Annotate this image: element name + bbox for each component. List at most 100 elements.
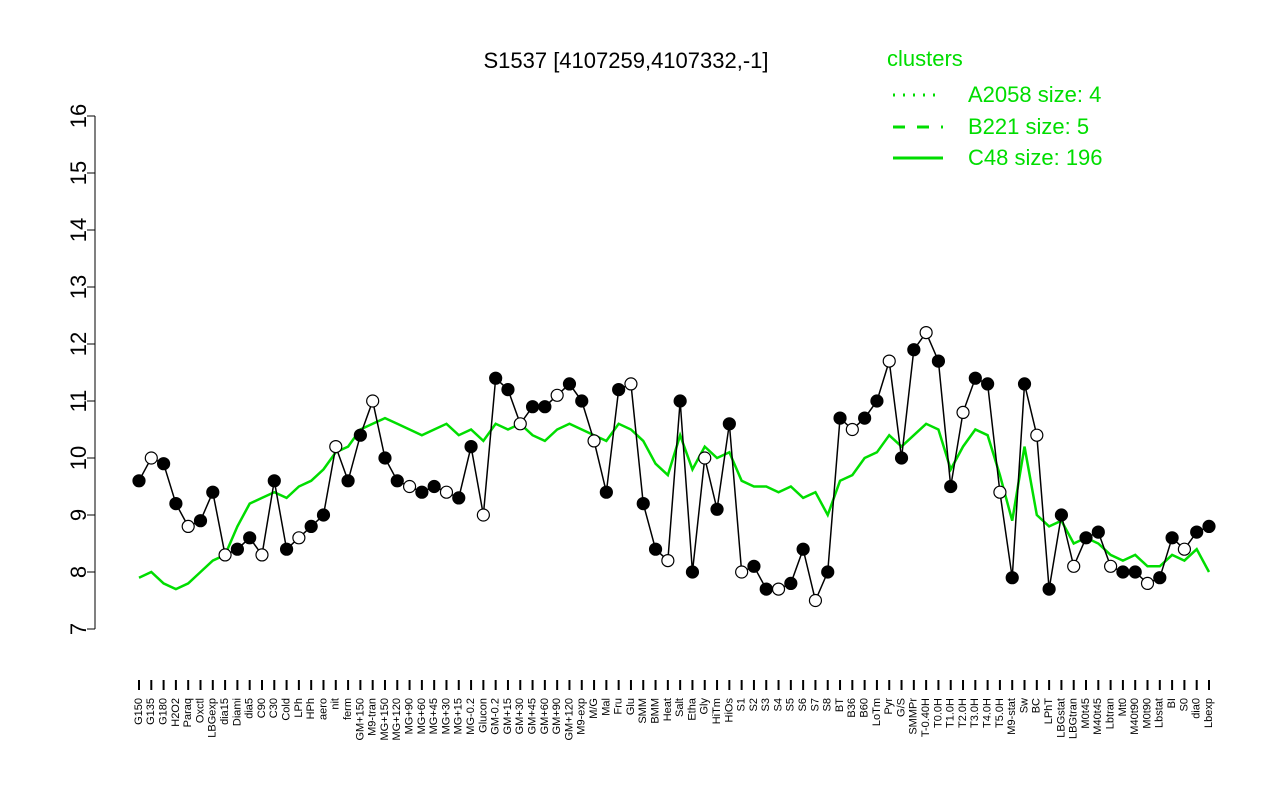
x-tick-label: GM+30 [514, 698, 526, 734]
x-tick-label: C30 [268, 698, 280, 718]
x-tick-label: T3.0H [969, 698, 981, 728]
x-tick-label: G150 [133, 698, 145, 725]
x-tick-label: T5.0H [994, 698, 1006, 728]
x-tick-label: GM+60 [539, 698, 551, 734]
x-tick-label: S3 [760, 698, 772, 711]
data-point [427, 479, 441, 494]
x-tick-label: M0t90 [1141, 698, 1153, 729]
data-point [845, 422, 859, 437]
x-tick-label: Mal [600, 698, 612, 716]
chart-title: S1537 [4107259,4107332,-1] [483, 48, 768, 73]
y-tick-label: 12 [66, 332, 91, 356]
data-point [255, 548, 269, 562]
data-point [1177, 542, 1192, 556]
x-tick-label: MG+90 [403, 698, 415, 734]
data-point [636, 497, 650, 511]
data-point [452, 491, 466, 505]
data-point [1005, 571, 1019, 585]
y-tick-label: 16 [66, 104, 91, 128]
x-tick-label: MG+120 [391, 698, 403, 741]
x-tick-label: GM+150 [354, 698, 366, 741]
x-tick-label: Fru [613, 698, 625, 715]
data-point [193, 514, 208, 528]
x-tick-label: S8 [822, 698, 834, 711]
x-tick-label: Pyr [883, 698, 895, 715]
x-tick-label: HiOs [723, 698, 735, 723]
data-point [993, 485, 1007, 499]
data-point [698, 451, 712, 465]
x-tick-label: M40t45 [1092, 698, 1104, 735]
data-point [267, 474, 281, 488]
y-tick-label: 11 [66, 390, 91, 413]
data-point [1140, 576, 1155, 591]
y-tick-label: 7 [66, 623, 91, 635]
x-tick-label: HiTm [711, 698, 723, 724]
data-point [685, 565, 700, 579]
x-tick-label: T4.0H [982, 698, 994, 728]
x-tick-label: M0t45 [1080, 698, 1092, 729]
data-point [661, 553, 675, 568]
x-tick-label: H2O2 [170, 698, 182, 727]
x-tick-label: B36 [846, 698, 858, 718]
x-tick-label: S4 [772, 698, 784, 711]
x-tick-label: BC [1031, 698, 1043, 713]
axes: 7 8 9 10 11 12 13 14 15 16 [66, 104, 96, 635]
data-point [587, 434, 601, 448]
x-tick-label: BT [834, 698, 846, 712]
x-tick-label: GM+90 [551, 698, 563, 734]
x-tick-label: M9-tran [367, 698, 379, 736]
data-point [1079, 531, 1093, 545]
legend-label-2: C48 size: 196 [968, 145, 1103, 170]
data-point [784, 576, 798, 591]
data-point [870, 394, 884, 408]
data-point [821, 565, 835, 579]
data-point [759, 582, 773, 596]
x-tick-label: LBGexp [207, 698, 219, 738]
data-point [206, 485, 220, 499]
x-tick-label: S2 [748, 698, 760, 711]
data-point [476, 508, 490, 522]
data-point [218, 548, 232, 562]
series-line [132, 326, 1216, 608]
x-tick-label: Lbexp [1203, 698, 1215, 728]
data-point [402, 479, 417, 494]
data-point [366, 394, 380, 408]
data-point [1202, 519, 1216, 534]
x-tick-label: M9-exp [576, 698, 588, 735]
data-point [673, 394, 687, 408]
x-tick-label: dia5 [244, 698, 256, 719]
data-point [353, 428, 367, 442]
x-tick-label: Cold [280, 698, 292, 721]
data-point [833, 411, 847, 425]
data-point [710, 502, 724, 516]
data-point [538, 400, 552, 414]
x-tick-label: Gly [699, 698, 711, 715]
data-point [612, 383, 626, 397]
data-point [304, 519, 318, 534]
x-tick-label: LBGstat [1055, 698, 1067, 738]
x-tick-label: ferm [342, 698, 354, 720]
x-tick-label: T0.0H [932, 698, 944, 728]
data-point [722, 417, 736, 431]
data-point [378, 451, 392, 465]
x-tick-label: G180 [158, 698, 170, 725]
x-tick-label: BI [1166, 698, 1178, 708]
data-point [1030, 428, 1044, 442]
x-tick-label: M/G [588, 698, 600, 719]
x-tick-label: SMM [637, 698, 649, 724]
x-tick-label: MG+30 [440, 698, 452, 734]
data-point [525, 400, 540, 414]
series-polyline [138, 331, 1210, 603]
x-tick-labels: G150 G135 G180 H2O2 Paraq Oxctl LBGexp dia15 Dia… [133, 680, 1215, 741]
x-tick-label: Sw [1018, 698, 1030, 713]
x-tick-label: C90 [256, 698, 268, 718]
x-tick-label: Lbtran [1105, 698, 1117, 729]
data-point [968, 371, 982, 385]
data-point [1091, 525, 1105, 539]
data-point [132, 474, 146, 488]
data-point [169, 497, 183, 511]
y-tick-label: 8 [66, 566, 91, 578]
x-tick-label: LBGtran [1068, 698, 1080, 739]
data-point [156, 457, 171, 471]
data-point [390, 474, 404, 488]
